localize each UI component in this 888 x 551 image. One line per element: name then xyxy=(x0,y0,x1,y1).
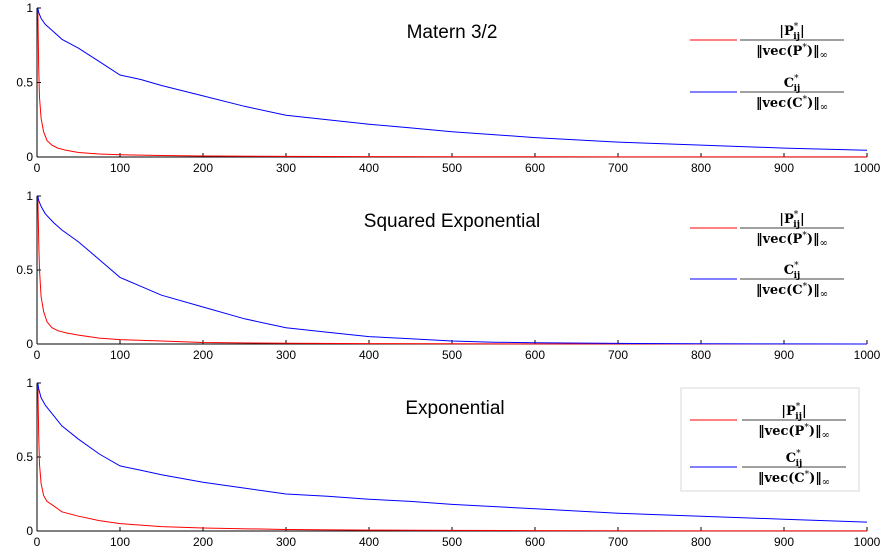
x-tick-label: 100 xyxy=(110,348,130,362)
x-tick-label: 500 xyxy=(442,161,462,175)
x-tick-label: 600 xyxy=(525,348,545,362)
y-tick-label: 0.5 xyxy=(16,76,33,90)
series-line-c-normalized xyxy=(37,382,868,523)
x-tick-label: 500 xyxy=(442,535,462,549)
x-tick-label: 700 xyxy=(608,535,628,549)
x-tick-label: 600 xyxy=(525,535,545,549)
x-tick-label: 300 xyxy=(276,535,296,549)
series-line-p-normalized xyxy=(37,195,867,345)
x-tick-label: 100 xyxy=(110,161,130,175)
legend: |P* ij|‖vec(P*)‖∞ C* ij‖vec(C*)‖∞ xyxy=(690,210,844,300)
x-tick-label: 900 xyxy=(774,348,794,362)
y-tick-label: 0.5 xyxy=(16,450,33,464)
x-tick-label: 300 xyxy=(276,348,296,362)
legend-entry-c-normalized: C* ij‖vec(C*)‖∞ xyxy=(690,449,846,488)
y-tick-label: 1 xyxy=(26,189,33,203)
chart-panel-3: 0 100 200 300 400 500 600 700 800 900 1000 0 0.5 1 Exp… xyxy=(16,376,880,549)
x-tick-label: 800 xyxy=(691,161,711,175)
x-tick-label: 1000 xyxy=(854,161,881,175)
x-tick-label: 100 xyxy=(110,535,130,549)
legend-entry-p-normalized: |P* ij|‖vec(P*)‖∞ xyxy=(690,402,846,441)
x-tick-label: 200 xyxy=(193,161,213,175)
x-tick-label: 0 xyxy=(34,161,41,175)
chart-title: Matern 3/2 xyxy=(407,22,498,43)
x-tick-label: 600 xyxy=(525,161,545,175)
x-tick-label: 400 xyxy=(359,348,379,362)
x-tick-label: 900 xyxy=(774,535,794,549)
legend-entry-p-normalized: |P* ij|‖vec(P*)‖∞ xyxy=(690,22,844,61)
y-tick-label: 0 xyxy=(26,150,33,164)
x-tick-label: 1000 xyxy=(854,535,881,549)
legend-numerator: |P* ij| xyxy=(779,210,804,230)
legend-denominator: ‖vec(P*)‖∞ xyxy=(756,43,828,61)
x-tick-label: 700 xyxy=(608,161,628,175)
legend-denominator: ‖vec(C*)‖∞ xyxy=(756,95,828,113)
legend-numerator: C* ij xyxy=(784,74,801,94)
legend: |P* ij|‖vec(P*)‖∞ C* ij‖vec(C*)‖∞ xyxy=(680,387,860,492)
x-tick-label: 900 xyxy=(774,161,794,175)
x-tick-label: 300 xyxy=(276,161,296,175)
x-tick-label: 700 xyxy=(608,348,628,362)
legend-denominator: ‖vec(P*)‖∞ xyxy=(756,231,828,249)
x-tick-label: 400 xyxy=(359,161,379,175)
legend-denominator: ‖vec(P*)‖∞ xyxy=(758,423,830,441)
x-tick-label: 200 xyxy=(193,535,213,549)
y-tick-label: 1 xyxy=(26,376,33,390)
x-tick-label: 0 xyxy=(34,535,41,549)
legend-entry-c-normalized: C* ij‖vec(C*)‖∞ xyxy=(690,261,844,300)
x-tick-label: 800 xyxy=(691,348,711,362)
legend-numerator: C* ij xyxy=(784,261,801,281)
series-line-c-normalized xyxy=(37,7,868,151)
series-line-p-normalized xyxy=(37,382,867,532)
legend-denominator: ‖vec(C*)‖∞ xyxy=(756,282,828,300)
legend-denominator: ‖vec(C*)‖∞ xyxy=(758,470,830,488)
y-tick-label: 0 xyxy=(26,524,33,538)
legend-entry-p-normalized: |P* ij|‖vec(P*)‖∞ xyxy=(690,210,844,249)
series-line-p-normalized xyxy=(37,7,867,158)
series-line-c-normalized xyxy=(37,195,868,345)
chart-title: Exponential xyxy=(405,398,504,419)
x-tick-label: 400 xyxy=(359,535,379,549)
chart-title: Squared Exponential xyxy=(364,211,540,232)
legend: |P* ij|‖vec(P*)‖∞ C* ij‖vec(C*)‖∞ xyxy=(690,22,844,113)
legend-numerator: C* ij xyxy=(786,449,803,469)
x-tick-label: 1000 xyxy=(854,348,881,362)
legend-numerator: |P* ij| xyxy=(779,22,804,42)
y-tick-label: 0 xyxy=(26,337,33,351)
x-tick-label: 500 xyxy=(442,348,462,362)
chart-panel-1: 0 100 200 300 400 500 600 700 800 900 1000 0 0.5 1 Mat… xyxy=(16,1,880,175)
legend-box xyxy=(680,387,860,492)
y-tick-label: 1 xyxy=(26,1,33,15)
x-tick-label: 200 xyxy=(193,348,213,362)
x-tick-label: 0 xyxy=(34,348,41,362)
x-tick-label: 800 xyxy=(691,535,711,549)
y-tick-label: 0.5 xyxy=(16,263,33,277)
legend-entry-c-normalized: C* ij‖vec(C*)‖∞ xyxy=(690,74,844,113)
chart-panel-2: 0 100 200 300 400 500 600 700 800 900 1000 0 0.5 1 Squ… xyxy=(16,189,880,362)
